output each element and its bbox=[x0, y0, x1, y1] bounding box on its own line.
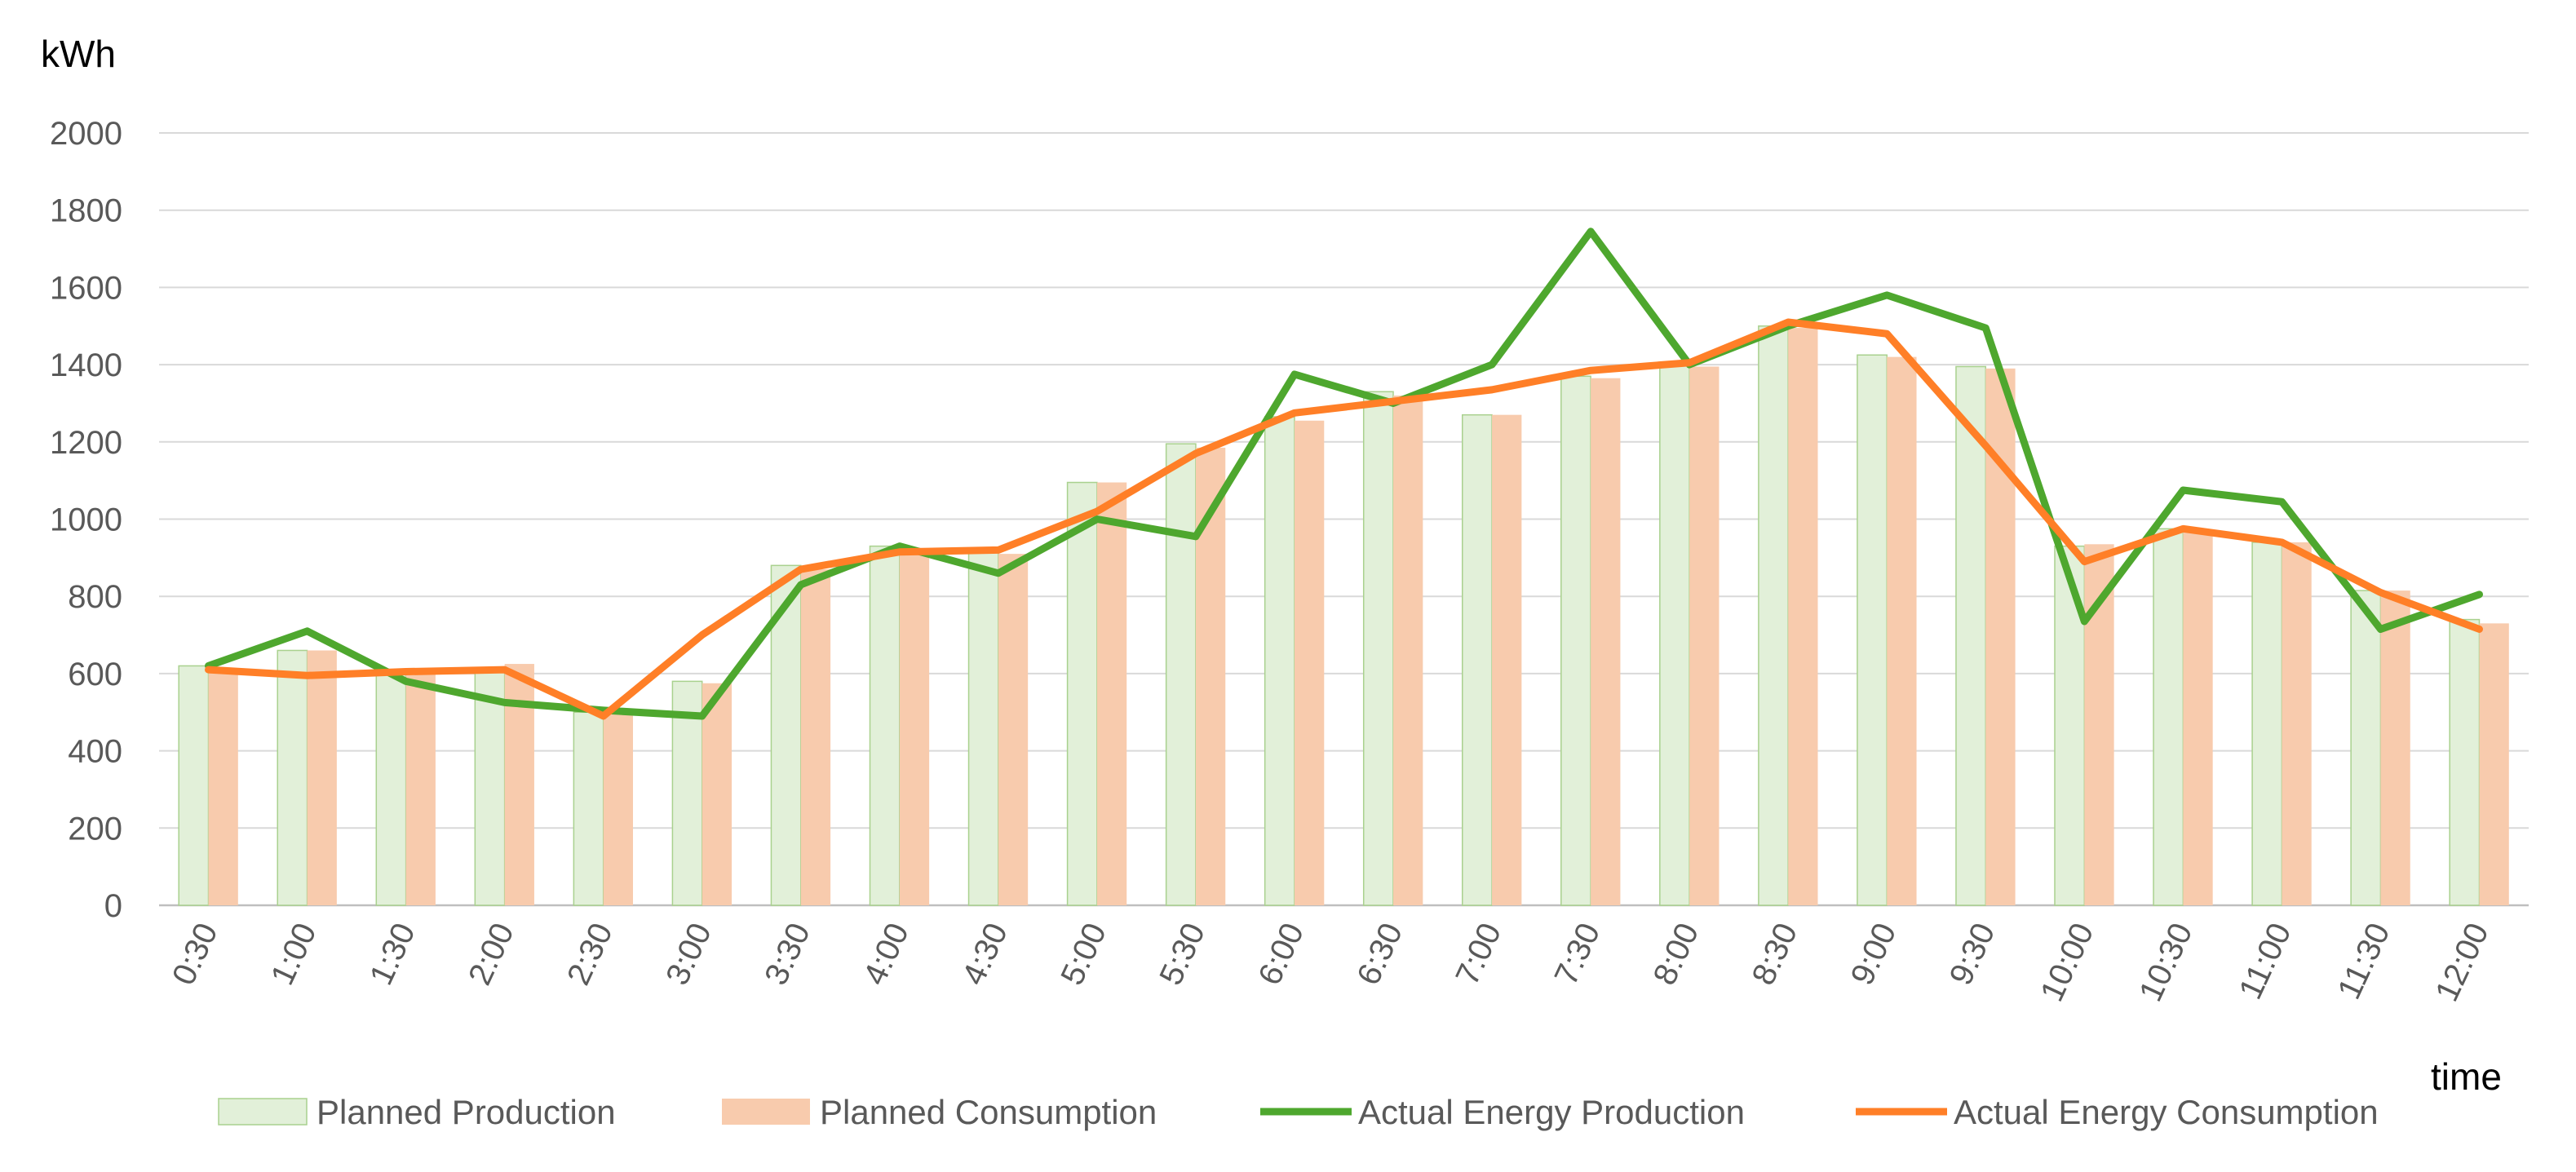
x-tick-label: 4:30 bbox=[955, 918, 1015, 990]
x-tick-label: 4:00 bbox=[856, 918, 916, 990]
bar-planned-production bbox=[1362, 391, 1394, 906]
bar-planned-consumption bbox=[1591, 378, 1621, 905]
bar-planned-production bbox=[178, 665, 210, 906]
x-tick-label: 11:30 bbox=[2331, 918, 2397, 1005]
y-tick-label: 1600 bbox=[50, 270, 122, 306]
x-tick-label: 11:00 bbox=[2233, 918, 2299, 1005]
y-axis-ticks: 0 200 400 600 800 1000 1200 1400 1600 1800 2000 bbox=[50, 116, 122, 924]
bar-planned-production bbox=[1264, 416, 1295, 906]
bar-planned-production bbox=[1560, 375, 1591, 906]
bar-planned-consumption bbox=[1393, 395, 1423, 906]
legend-label: Planned Production bbox=[316, 1093, 616, 1131]
bars bbox=[178, 325, 2509, 906]
bar-planned-production bbox=[1659, 364, 1690, 906]
y-axis-title: kWh bbox=[41, 33, 116, 75]
legend-swatch bbox=[218, 1098, 308, 1126]
x-tick-label: 1:30 bbox=[363, 918, 423, 990]
bar-planned-production bbox=[1066, 481, 1098, 906]
x-tick-label: 10:00 bbox=[2034, 918, 2100, 1006]
bar-planned-consumption bbox=[1294, 420, 1325, 905]
y-tick-label: 1200 bbox=[50, 425, 122, 461]
bar-planned-consumption bbox=[1492, 414, 1522, 905]
x-tick-label: 5:30 bbox=[1153, 918, 1212, 990]
bar-planned-consumption bbox=[405, 673, 436, 905]
bar-planned-consumption bbox=[1096, 482, 1127, 905]
bar-planned-consumption bbox=[899, 548, 930, 905]
y-tick-label: 2000 bbox=[50, 116, 122, 152]
gridlines bbox=[159, 132, 2529, 907]
bar-planned-production bbox=[1165, 443, 1197, 906]
bar-planned-consumption bbox=[1788, 328, 1818, 905]
bar-planned-production bbox=[2449, 618, 2481, 906]
legend-label: Planned Consumption bbox=[820, 1093, 1157, 1131]
x-tick-label: 10:30 bbox=[2132, 918, 2199, 1006]
bar-planned-production bbox=[1758, 325, 1789, 906]
x-tick-label: 8:30 bbox=[1746, 918, 1805, 990]
bar-planned-production bbox=[474, 669, 506, 906]
y-tick-label: 1000 bbox=[50, 502, 122, 538]
x-tick-label: 9:30 bbox=[1943, 918, 2003, 990]
bar-planned-consumption bbox=[307, 650, 337, 905]
line-actual-energy-production bbox=[205, 228, 2483, 720]
bar-planned-production bbox=[1462, 414, 1493, 906]
x-tick-label: 3:00 bbox=[659, 918, 719, 990]
bar-planned-consumption bbox=[800, 569, 831, 905]
y-tick-label: 600 bbox=[68, 657, 122, 692]
x-tick-label: 6:30 bbox=[1350, 918, 1410, 990]
x-tick-label: 0:30 bbox=[166, 918, 225, 990]
bar-planned-production bbox=[1857, 354, 1888, 906]
x-tick-label: 7:30 bbox=[1547, 918, 1607, 990]
x-tick-label: 5:00 bbox=[1054, 918, 1113, 990]
y-tick-label: 1800 bbox=[50, 193, 122, 229]
x-tick-label: 1:00 bbox=[264, 918, 324, 990]
bar-planned-consumption bbox=[1689, 366, 1720, 905]
x-axis-ticks: 0:30 1:00 1:30 2:00 2:30 3:00 3:30 4:00 4:30 5:00… bbox=[166, 918, 2496, 1006]
bar-planned-production bbox=[2350, 590, 2382, 906]
lines bbox=[205, 228, 2483, 720]
bar-planned-consumption bbox=[2479, 623, 2509, 905]
legend-label: Actual Energy Production bbox=[1358, 1093, 1745, 1131]
bar-planned-consumption bbox=[1887, 356, 1917, 905]
legend-label: Actual Energy Consumption bbox=[1954, 1093, 2379, 1131]
x-tick-label: 2:30 bbox=[560, 918, 620, 990]
bar-planned-consumption bbox=[2183, 530, 2213, 905]
legend: Planned Production Planned Consumption Act… bbox=[218, 1093, 2379, 1131]
x-tick-label: 8:00 bbox=[1647, 918, 1706, 990]
x-tick-label: 12:00 bbox=[2428, 918, 2495, 1006]
x-tick-label: 6:00 bbox=[1251, 918, 1311, 990]
line-actual-energy-consumption bbox=[205, 318, 2483, 720]
bar-planned-consumption bbox=[208, 671, 238, 905]
bar-planned-production bbox=[2153, 528, 2184, 906]
bar-planned-production bbox=[2251, 542, 2283, 906]
x-tick-label: 7:00 bbox=[1449, 918, 1508, 990]
bar-planned-production bbox=[375, 669, 407, 906]
bar-planned-consumption bbox=[702, 683, 733, 905]
bar-planned-production bbox=[573, 711, 604, 906]
bar-planned-consumption bbox=[603, 712, 633, 905]
x-tick-label: 2:00 bbox=[462, 918, 521, 990]
bar-planned-consumption bbox=[998, 554, 1029, 905]
y-tick-label: 800 bbox=[68, 579, 122, 615]
bar-planned-production bbox=[869, 545, 901, 906]
bar-planned-production bbox=[1955, 365, 1987, 906]
bar-planned-production bbox=[277, 649, 308, 906]
bar-planned-production bbox=[967, 549, 999, 906]
bar-planned-consumption bbox=[2282, 542, 2312, 905]
legend-swatch bbox=[722, 1099, 810, 1125]
y-tick-label: 1400 bbox=[50, 347, 122, 383]
x-axis-title: time bbox=[2431, 1055, 2502, 1098]
y-tick-label: 400 bbox=[68, 734, 122, 770]
y-tick-label: 0 bbox=[104, 888, 122, 924]
x-tick-label: 9:00 bbox=[1844, 918, 1904, 990]
y-tick-label: 200 bbox=[68, 811, 122, 847]
x-tick-label: 3:30 bbox=[758, 918, 817, 990]
bar-planned-consumption bbox=[2380, 590, 2410, 905]
